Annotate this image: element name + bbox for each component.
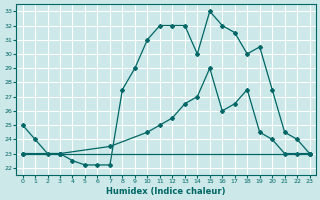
X-axis label: Humidex (Indice chaleur): Humidex (Indice chaleur) — [106, 187, 226, 196]
